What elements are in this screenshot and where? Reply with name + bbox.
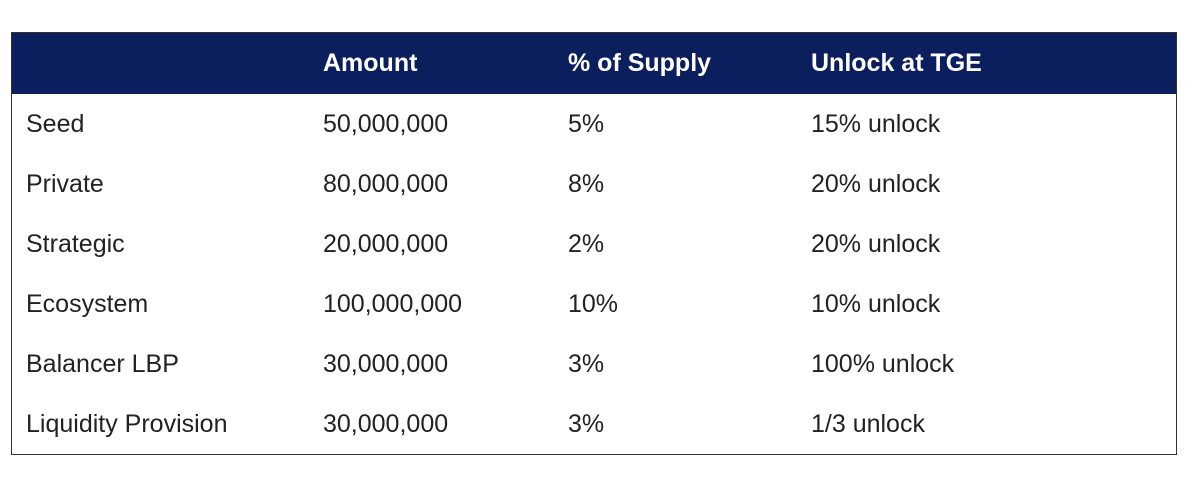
token-table: Amount % of Supply Unlock at TGE Seed 50,00… <box>11 32 1177 455</box>
table-cell: 50,000,000 <box>323 109 449 138</box>
header-cell: % of Supply <box>568 49 712 77</box>
table-cell: 20% unlock <box>811 229 941 258</box>
header-cell: Amount <box>323 49 418 77</box>
table-cell: Balancer LBP <box>26 349 179 378</box>
table-cell: 20,000,000 <box>323 229 449 258</box>
table-row: Ecosystem 100,000,000 10% 10% unlock <box>12 274 1176 334</box>
table-cell: 1/3 unlock <box>811 409 925 438</box>
table-row: Strategic 20,000,000 2% 20% unlock <box>12 214 1176 274</box>
table-cell: 3% <box>568 349 605 378</box>
table-cell: 100% unlock <box>811 349 955 378</box>
table-row: Balancer LBP 30,000,000 3% 100% unlock <box>12 334 1176 394</box>
table-cell: 10% <box>568 289 619 318</box>
table-cell: 2% <box>568 229 605 258</box>
table-cell: 10% unlock <box>811 289 941 318</box>
table-cell: Private <box>26 169 104 198</box>
table-cell: 3% <box>568 409 605 438</box>
table-cell: 15% unlock <box>811 109 941 138</box>
table-row: Seed 50,000,000 5% 15% unlock <box>12 94 1176 154</box>
table-cell: 20% unlock <box>811 169 941 198</box>
table-row: Private 80,000,000 8% 20% unlock <box>12 154 1176 214</box>
table-cell: Strategic <box>26 229 125 258</box>
table-row: Liquidity Provision 30,000,000 3% 1/3 unloc… <box>12 394 1176 454</box>
table-cell: 30,000,000 <box>323 409 449 438</box>
table-cell: 5% <box>568 109 605 138</box>
header-row: Amount % of Supply Unlock at TGE <box>12 33 1176 94</box>
table-cell: Seed <box>26 109 85 138</box>
table-cell: 100,000,000 <box>323 289 463 318</box>
table-cell: Liquidity Provision <box>26 409 228 438</box>
table-cell: 30,000,000 <box>323 349 449 378</box>
header-cell: Unlock at TGE <box>811 49 982 77</box>
table-cell: Ecosystem <box>26 289 149 318</box>
table-cell: 8% <box>568 169 605 198</box>
table-cell: 80,000,000 <box>323 169 449 198</box>
